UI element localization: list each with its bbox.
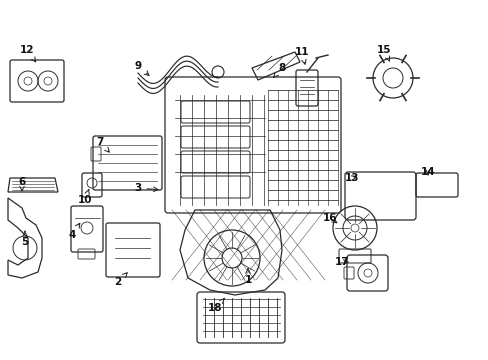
- Text: 12: 12: [20, 45, 36, 62]
- FancyBboxPatch shape: [181, 176, 249, 198]
- Text: 16: 16: [322, 213, 337, 223]
- FancyBboxPatch shape: [181, 151, 249, 173]
- Text: 18: 18: [207, 298, 224, 313]
- Text: 14: 14: [420, 167, 434, 177]
- Text: 11: 11: [294, 47, 308, 64]
- Text: 10: 10: [78, 189, 92, 205]
- Text: 15: 15: [376, 45, 390, 61]
- Text: 2: 2: [114, 273, 127, 287]
- Text: 4: 4: [68, 223, 80, 240]
- Text: 6: 6: [19, 177, 25, 191]
- Text: 17: 17: [334, 257, 348, 267]
- Text: 7: 7: [96, 137, 109, 152]
- Text: 9: 9: [134, 61, 149, 76]
- FancyBboxPatch shape: [181, 101, 249, 123]
- Text: 3: 3: [134, 183, 158, 193]
- FancyBboxPatch shape: [181, 126, 249, 148]
- Text: 5: 5: [21, 231, 29, 247]
- Text: 8: 8: [273, 63, 285, 77]
- Text: 13: 13: [344, 173, 359, 183]
- Text: 1: 1: [244, 269, 251, 285]
